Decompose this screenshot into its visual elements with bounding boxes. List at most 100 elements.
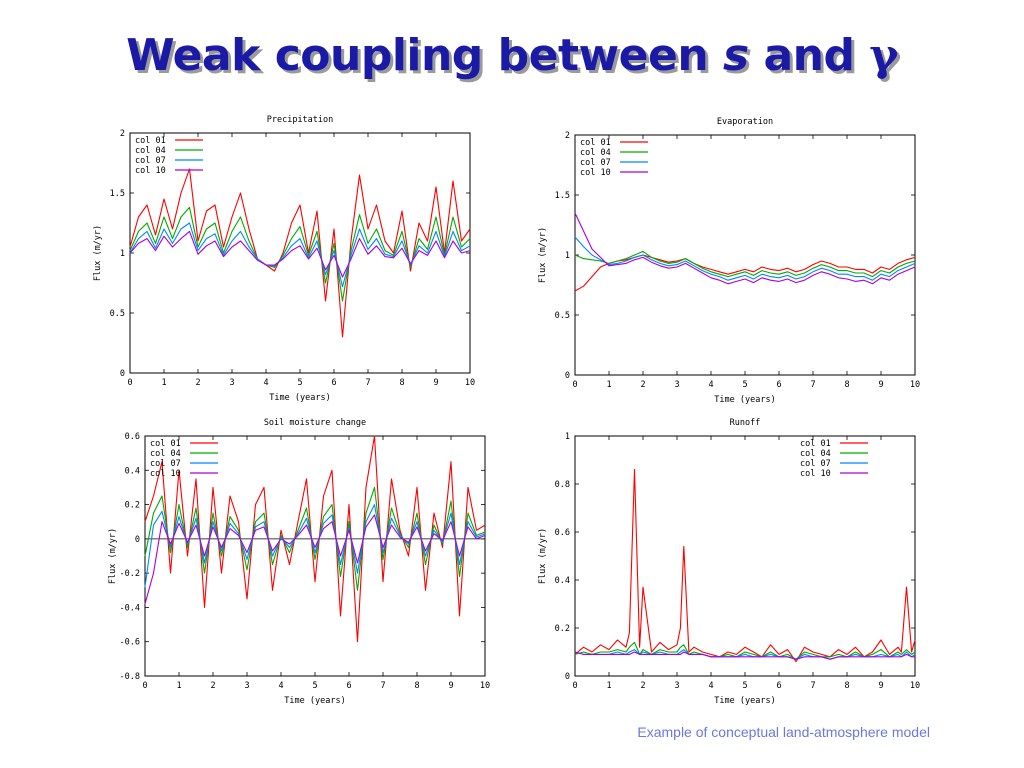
soil-moisture-ytick-label: 0.2: [125, 501, 140, 511]
evaporation-legend-label: col 10: [580, 168, 611, 178]
soil-moisture-xtick-label: 10: [480, 681, 490, 691]
precipitation-series-line-col-10: [129, 230, 471, 278]
precipitation-plot-frame: [129, 132, 471, 374]
runoff-series-line-col-10: [574, 651, 915, 660]
precipitation-xtick-label: 10: [465, 378, 475, 388]
evaporation-title: Evaporation: [717, 117, 773, 127]
precipitation-xtick-label: 4: [263, 378, 268, 388]
soil-moisture-xlabel: Time (years): [284, 696, 345, 706]
runoff-xtick-label: 3: [674, 681, 679, 691]
precipitation-legend-label: col 07: [135, 156, 166, 166]
soil-moisture-series-line-col-10: [144, 514, 486, 605]
runoff-chart-svg: Runoff 0 1 2 3 4 5 6 7 8 9 10 0 0.2 0.4 0.6 0.8 1 Time (ye…: [538, 418, 920, 706]
soil-moisture-series-line-col-01: [144, 435, 486, 643]
precipitation-xtick-label: 2: [195, 378, 200, 388]
runoff-xtick-label: 9: [878, 681, 883, 691]
precipitation-xtick-label: 3: [229, 378, 234, 388]
soil-moisture-xtick-label: 1: [176, 681, 181, 691]
precipitation-xtick-label: 6: [331, 378, 336, 388]
soil-moisture-xtick-label: 2: [210, 681, 215, 691]
precipitation-ytick-label: 0.5: [110, 309, 125, 319]
runoff-ytick-label: 0.4: [555, 576, 570, 586]
precipitation-legend-label: col 01: [135, 136, 166, 146]
soil-moisture-legend-label: col 07: [150, 459, 181, 469]
evaporation-xtick-label: 7: [810, 380, 815, 390]
runoff-legend-label: col 04: [800, 449, 831, 459]
runoff-xtick-label: 6: [776, 681, 781, 691]
evaporation-xtick-label: 0: [572, 380, 577, 390]
runoff-title: Runoff: [730, 418, 761, 428]
runoff-ylabel: Flux (m/yr): [538, 528, 548, 584]
soil-moisture-ytick-label: -0.6: [120, 638, 140, 648]
slide-caption: Example of conceptual land-atmosphere mo…: [637, 724, 930, 740]
evaporation-legend-label: col 04: [580, 148, 611, 158]
runoff-ytick-label: 0: [565, 672, 570, 682]
soil-moisture-legend-label: col 01: [150, 439, 181, 449]
evaporation-xtick-label: 9: [878, 380, 883, 390]
title-symbol-s: s: [722, 30, 749, 81]
evaporation-series-line-col-10: [574, 212, 916, 285]
runoff-xtick-label: 2: [640, 681, 645, 691]
soil-moisture-chart-svg: Soil moisture change 0 1 2 3 4 5 6 7 8 9 10 -0.8 -0.6…: [108, 418, 490, 706]
evaporation-legend-label: col 07: [580, 158, 611, 168]
soil-moisture-ytick-label: 0: [135, 535, 140, 545]
soil-moisture-ytick-label: 0.4: [125, 466, 140, 476]
runoff-ytick-label: 0.8: [555, 480, 570, 490]
evaporation-xtick-label: 8: [844, 380, 849, 390]
soil-moisture-xtick-label: 3: [244, 681, 249, 691]
slide-title: Weak coupling between s and γ: [0, 30, 1024, 81]
runoff-xlabel: Time (years): [714, 696, 775, 706]
evaporation-ytick-label: 1.5: [555, 191, 570, 201]
precipitation-ytick-label: 2: [120, 129, 125, 139]
runoff-xtick-label: 5: [742, 681, 747, 691]
precipitation-ylabel: Flux (m/yr): [93, 225, 103, 281]
soil-moisture-xtick-label: 8: [414, 681, 419, 691]
soil-moisture-xtick-label: 5: [312, 681, 317, 691]
evaporation-plot-frame: [574, 134, 916, 376]
title-connector: and: [748, 30, 870, 81]
runoff-xtick-label: 4: [708, 681, 713, 691]
evaporation-ytick-label: 0.5: [555, 311, 570, 321]
evaporation-ytick-label: 0: [565, 371, 570, 381]
precipitation-xtick-label: 5: [297, 378, 302, 388]
soil-moisture-title: Soil moisture change: [264, 418, 366, 428]
soil-moisture-series-line-col-07: [144, 504, 486, 587]
soil-moisture-legend-label: col 04: [150, 449, 181, 459]
evaporation-xtick-label: 3: [674, 380, 679, 390]
evaporation-xtick-label: 6: [776, 380, 781, 390]
soil-moisture-xtick-label: 7: [380, 681, 385, 691]
soil-moisture-series-line-col-04: [144, 486, 486, 591]
soil-moisture-ytick-label: 0.6: [125, 432, 140, 442]
precipitation-ytick-label: 1: [120, 249, 125, 259]
evaporation-chart: Evaporation 0 1 2 3 4 5 6 7 8 9 10 0 0.5 1 1.5 2 Time (ye…: [533, 112, 933, 412]
evaporation-chart-svg: Evaporation 0 1 2 3 4 5 6 7 8 9 10 0 0.5 1 1.5 2 Time (ye…: [538, 117, 920, 405]
soil-moisture-chart: Soil moisture change 0 1 2 3 4 5 6 7 8 9 10 -0.8 -0.6…: [103, 413, 503, 713]
evaporation-xtick-label: 5: [742, 380, 747, 390]
precipitation-chart: Precipitation 0 1 2 3 4 5 6 7 8 9 10 0 0.5 1 1.5 2 Time (…: [88, 110, 488, 410]
precipitation-series-line-col-01: [129, 168, 471, 338]
runoff-ytick-label: 0.2: [555, 624, 570, 634]
evaporation-xtick-label: 4: [708, 380, 713, 390]
runoff-xtick-label: 8: [844, 681, 849, 691]
runoff-series-line-col-01: [574, 469, 916, 663]
precipitation-legend-label: col 10: [135, 166, 166, 176]
precipitation-xtick-label: 1: [161, 378, 166, 388]
evaporation-ylabel: Flux (m/yr): [538, 227, 548, 283]
precipitation-series-line-col-07: [129, 222, 471, 288]
precipitation-legend-label: col 04: [135, 146, 166, 156]
title-symbol-gamma: γ: [869, 30, 898, 81]
evaporation-xlabel: Time (years): [714, 395, 775, 405]
precipitation-xtick-label: 8: [399, 378, 404, 388]
evaporation-legend-label: col 01: [580, 138, 611, 148]
precipitation-chart-svg: Precipitation 0 1 2 3 4 5 6 7 8 9 10 0 0.5 1 1.5 2 Time (…: [93, 115, 475, 403]
soil-moisture-xtick-label: 4: [278, 681, 283, 691]
soil-moisture-ylabel: Flux (m/yr): [108, 528, 118, 584]
runoff-legend-label: col 01: [800, 439, 831, 449]
precipitation-title: Precipitation: [267, 115, 334, 125]
soil-moisture-ytick-label: -0.8: [120, 672, 140, 682]
evaporation-ytick-label: 1: [565, 251, 570, 261]
precipitation-xtick-label: 7: [365, 378, 370, 388]
runoff-xtick-label: 10: [910, 681, 920, 691]
runoff-ytick-label: 1: [565, 432, 570, 442]
soil-moisture-legend-label: col 10: [150, 469, 181, 479]
